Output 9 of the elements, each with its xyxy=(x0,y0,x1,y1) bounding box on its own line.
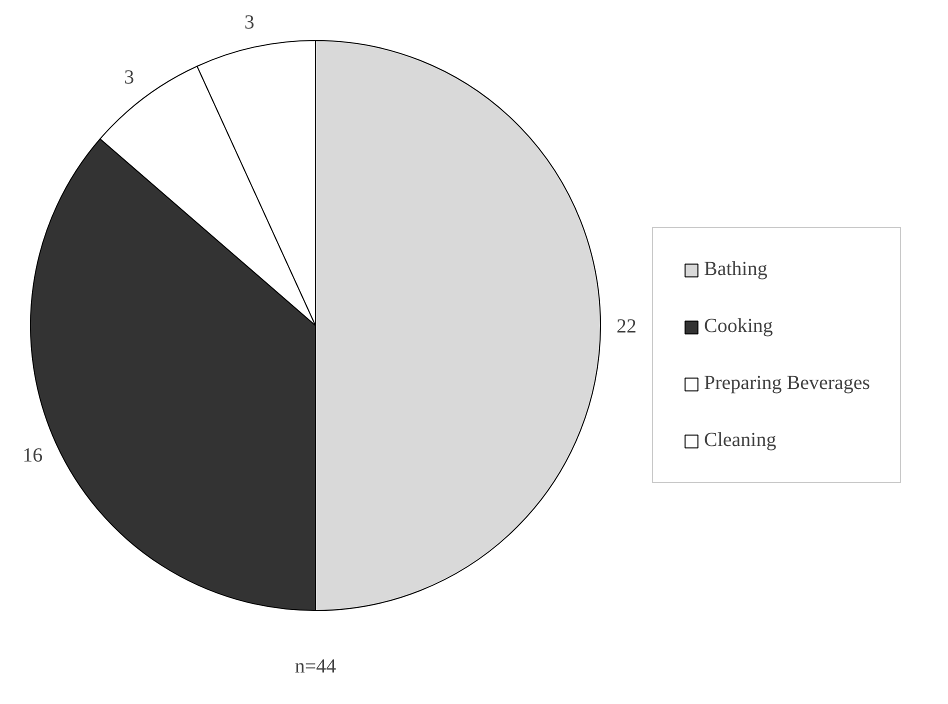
data-label: 22 xyxy=(616,316,636,338)
data-label: 16 xyxy=(22,444,43,467)
legend-label: Bathing xyxy=(704,258,768,281)
legend-label: Cleaning xyxy=(704,429,778,452)
legend-label: Cooking xyxy=(704,315,774,338)
data-label: 3 xyxy=(124,66,134,89)
legend-label: Preparing Beverages xyxy=(704,372,870,395)
data-label: 3 xyxy=(244,12,254,34)
text: n=44 xyxy=(294,656,336,678)
